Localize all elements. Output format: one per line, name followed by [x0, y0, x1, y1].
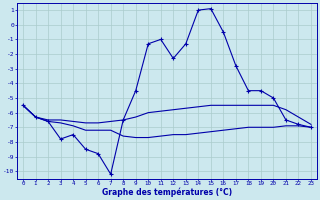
X-axis label: Graphe des températures (°C): Graphe des températures (°C) [102, 188, 232, 197]
